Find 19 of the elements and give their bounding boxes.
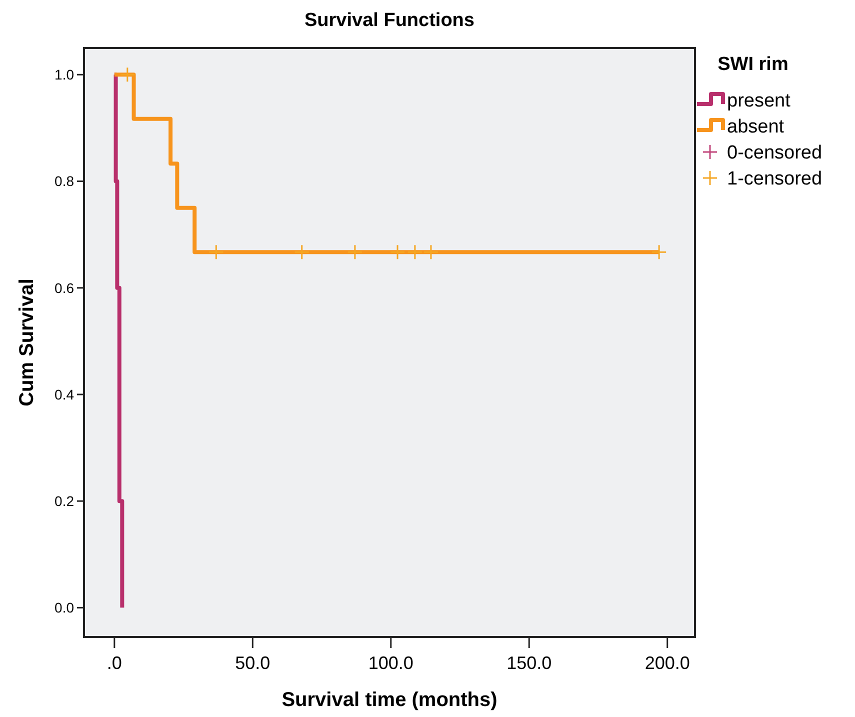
y-tick-label: 0.8 xyxy=(54,173,74,190)
y-tick-label: 0.6 xyxy=(54,280,74,296)
legend-label: absent xyxy=(727,116,785,138)
y-tick-label: 0.2 xyxy=(54,492,74,509)
legend-label: 0-censored xyxy=(727,142,822,164)
x-tick-label: 100.0 xyxy=(368,653,414,673)
y-tick-label: 0.4 xyxy=(54,386,74,402)
x-tick-label: 50.0 xyxy=(235,653,270,673)
y-tick-label: 1.0 xyxy=(54,66,74,83)
x-tick-label: 200.0 xyxy=(644,653,690,673)
x-tick-label: 150.0 xyxy=(506,653,552,673)
y-tick-label: 0.0 xyxy=(54,600,74,616)
y-axis-title: Cum Survival xyxy=(16,278,38,406)
chart-title: Survival Functions xyxy=(304,10,474,31)
x-axis-title: Survival time (months) xyxy=(282,689,498,711)
legend-label: 1-censored xyxy=(727,168,822,190)
legend-label: present xyxy=(727,90,792,112)
x-tick-label: .0 xyxy=(106,653,122,673)
legend-title: SWI rim xyxy=(718,54,788,75)
